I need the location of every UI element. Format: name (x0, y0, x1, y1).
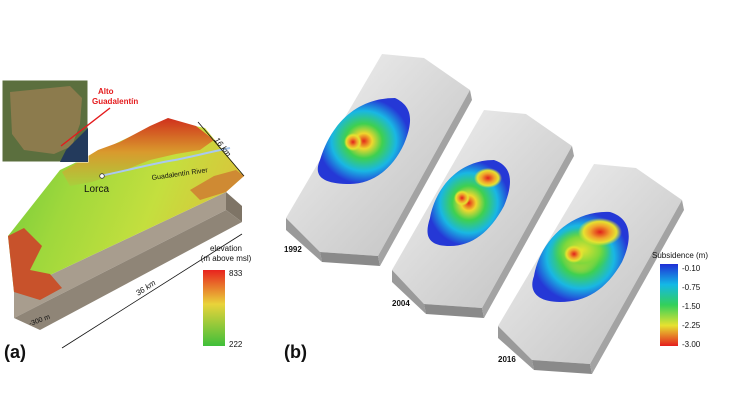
panel-a: Lorca Guadalentín River Alto Guadalentín… (1, 79, 252, 362)
inset-sea (60, 128, 88, 162)
elevation-colorbar-title-line2: (m above msl) (201, 254, 252, 263)
panel-b-label: (b) (284, 342, 307, 362)
block-side-right (226, 192, 242, 222)
panel-b: 1992 2004 2016 Subsidence (m) -0.10 (284, 54, 708, 374)
width-dimension-line (197, 121, 245, 177)
subsidence-tick-1: -0.75 (682, 283, 701, 292)
subsidence-block-2016 (498, 164, 684, 374)
elevation-colorbar (203, 270, 225, 346)
east-hills (190, 170, 244, 200)
elevation-colorbar-max: 833 (229, 269, 243, 278)
terrain-surface (8, 120, 244, 292)
year-label-2004: 2004 (392, 299, 410, 308)
subsidence-colorbar (660, 264, 678, 346)
lorca-marker (99, 173, 105, 179)
north-ridge (62, 118, 214, 186)
river-line (99, 147, 231, 177)
elevation-colorbar-title-line1: elevation (210, 244, 242, 253)
town-label: Lorca (84, 184, 109, 195)
subsidence-tick-3: -2.25 (682, 321, 701, 330)
subsidence-block-2004 (392, 110, 574, 318)
elevation-colorbar-min: 222 (229, 340, 243, 349)
subsidence-tick-4: -3.00 (682, 340, 701, 349)
year-label-2016: 2016 (498, 355, 516, 364)
inset-label-line1: Alto (98, 87, 114, 96)
subsidence-colorbar-title: Subsidence (m) (652, 251, 708, 260)
inset-pointer (60, 107, 111, 147)
inset-label-line2: Guadalentín (92, 97, 138, 106)
inset-land (10, 86, 82, 154)
block-side-bottom (14, 210, 242, 330)
subsidence-tick-0: -0.10 (682, 264, 701, 273)
subsidence-tick-2: -1.50 (682, 302, 701, 311)
south-mountains (8, 228, 62, 300)
subsidence-block-1992 (286, 54, 472, 266)
year-label-1992: 1992 (284, 245, 302, 254)
block-side-front (14, 192, 226, 318)
panel-a-label: (a) (4, 342, 26, 362)
length-dimension-line (61, 233, 243, 349)
